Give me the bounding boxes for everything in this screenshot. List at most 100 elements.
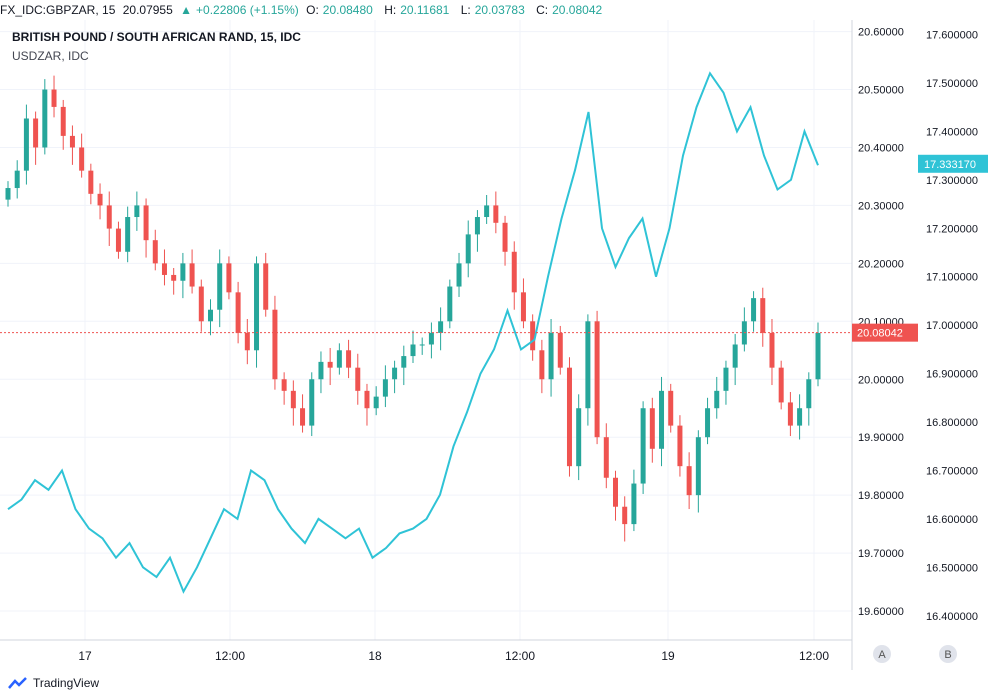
right-axis-tick-9: 16.700000 [926,465,978,477]
candle-body [281,379,287,391]
right-axis-tick-4: 17.200000 [926,223,978,235]
candle-body [695,437,701,496]
last-price: 20.07955 [122,3,173,17]
candle-body [659,390,665,449]
candle-body [419,344,425,346]
left-price-scale[interactable]: 20.60000 20.50000 20.40000 20.30000 20.20000… [858,27,904,618]
left-axis-tick-8: 19.80000 [858,490,904,502]
left-axis-tick-2: 20.40000 [858,142,904,154]
candle-body [705,408,711,438]
symbol-header: FX_IDC:GBPZAR, 15 20.07955 ▲ +0.22806 (+1… [0,0,988,20]
candle-body [125,217,131,252]
candle-body [778,367,784,403]
candle-body [714,390,720,409]
close-label: C: [536,3,549,17]
candle-body [79,147,85,171]
x-axis-tick-1: 12:00 [215,649,245,663]
candle-body [263,263,269,310]
candle-body [373,396,379,409]
candle-body [613,477,618,507]
candle-body [60,106,66,136]
candle-body [447,286,453,322]
candle-body [806,379,812,409]
open-label: O: [306,3,319,17]
candle-body [474,217,480,235]
right-axis-tick-10: 16.600000 [926,514,978,526]
candle-body [161,263,167,275]
candle-body [631,483,637,525]
candle-body [530,321,536,351]
symbol-label[interactable]: FX_IDC:GBPZAR, 15 [0,3,116,17]
candle-body [208,309,213,322]
candle-body [290,390,296,409]
right-axis-tick-2: 17.400000 [926,126,978,138]
x-axis-tick-3: 12:00 [505,649,535,663]
compare-last-badge-text: 17.333170 [924,159,976,171]
candle-body [548,332,554,380]
low-value: 20.03783 [474,3,525,17]
candle-body [33,118,39,148]
candle-body [511,251,517,293]
candle-body [686,466,692,496]
scale-button-a[interactable] [873,645,891,663]
candle-body [143,205,149,241]
candle-body [566,367,572,467]
left-axis-tick-10: 19.60000 [858,606,904,618]
scale-button-b[interactable] [939,645,957,663]
candle-body [585,321,591,409]
candle-body [14,170,20,189]
candle-body [88,170,94,194]
main-series-title: BRITISH POUND / SOUTH AFRICAN RAND, 15, … [12,30,301,44]
candle-body [198,286,204,322]
candle-body [769,332,775,368]
candle-body [723,367,729,391]
candle-body [134,205,140,218]
candle-body [69,135,75,148]
tradingview-footer[interactable]: TradingView [8,676,99,690]
candle-body [677,425,683,467]
price-badges: 20.08042 17.333170 [852,154,988,342]
candle-body [465,234,471,264]
close-value: 20.08042 [552,3,603,17]
candle-body [336,350,342,368]
candle-body [732,344,738,368]
left-axis-tick-9: 19.70000 [858,548,904,560]
candle-body [272,309,278,380]
x-axis-tick-0: 17 [78,649,92,663]
candle-body [226,263,232,293]
low-label: L: [460,3,471,17]
left-axis-tick-3: 20.30000 [858,200,904,212]
usdzar-compare-line [7,71,819,594]
right-axis-tick-0: 17.600000 [926,30,978,42]
high-label: H: [384,3,397,17]
candle-body [576,408,582,467]
right-axis-tick-3: 17.300000 [926,175,978,187]
candle-body [106,205,112,229]
high-value: 20.11681 [400,3,450,17]
scale-button-label-b: B [944,649,951,661]
candle-body [189,263,195,287]
candle-body [235,292,241,333]
time-scale[interactable]: 17 12:00 18 12:00 19 12:00 [78,649,829,663]
x-axis-tick-2: 18 [368,649,382,663]
compare-series-title: USDZAR, IDC [12,49,89,63]
candle-body [327,361,333,368]
candle-body [751,298,757,322]
candle-body [787,402,793,426]
candle-body [668,390,674,426]
right-axis-tick-1: 17.500000 [926,78,978,90]
left-axis-tick-1: 20.50000 [858,85,904,97]
right-price-scale[interactable]: 17.600000 17.500000 17.400000 17.300000 17.2… [926,30,978,623]
candle-body [300,408,306,426]
candle-body [180,263,186,281]
candle-body [484,205,490,218]
candle-body [364,390,370,409]
right-axis-tick-12: 16.400000 [926,611,978,623]
chart-legend: BRITISH POUND / SOUTH AFRICAN RAND, 15, … [12,30,301,63]
tradingview-logo-icon [8,677,27,689]
left-axis-tick-4: 20.20000 [858,258,904,270]
candle-body [392,367,398,380]
candle-body [539,350,545,380]
